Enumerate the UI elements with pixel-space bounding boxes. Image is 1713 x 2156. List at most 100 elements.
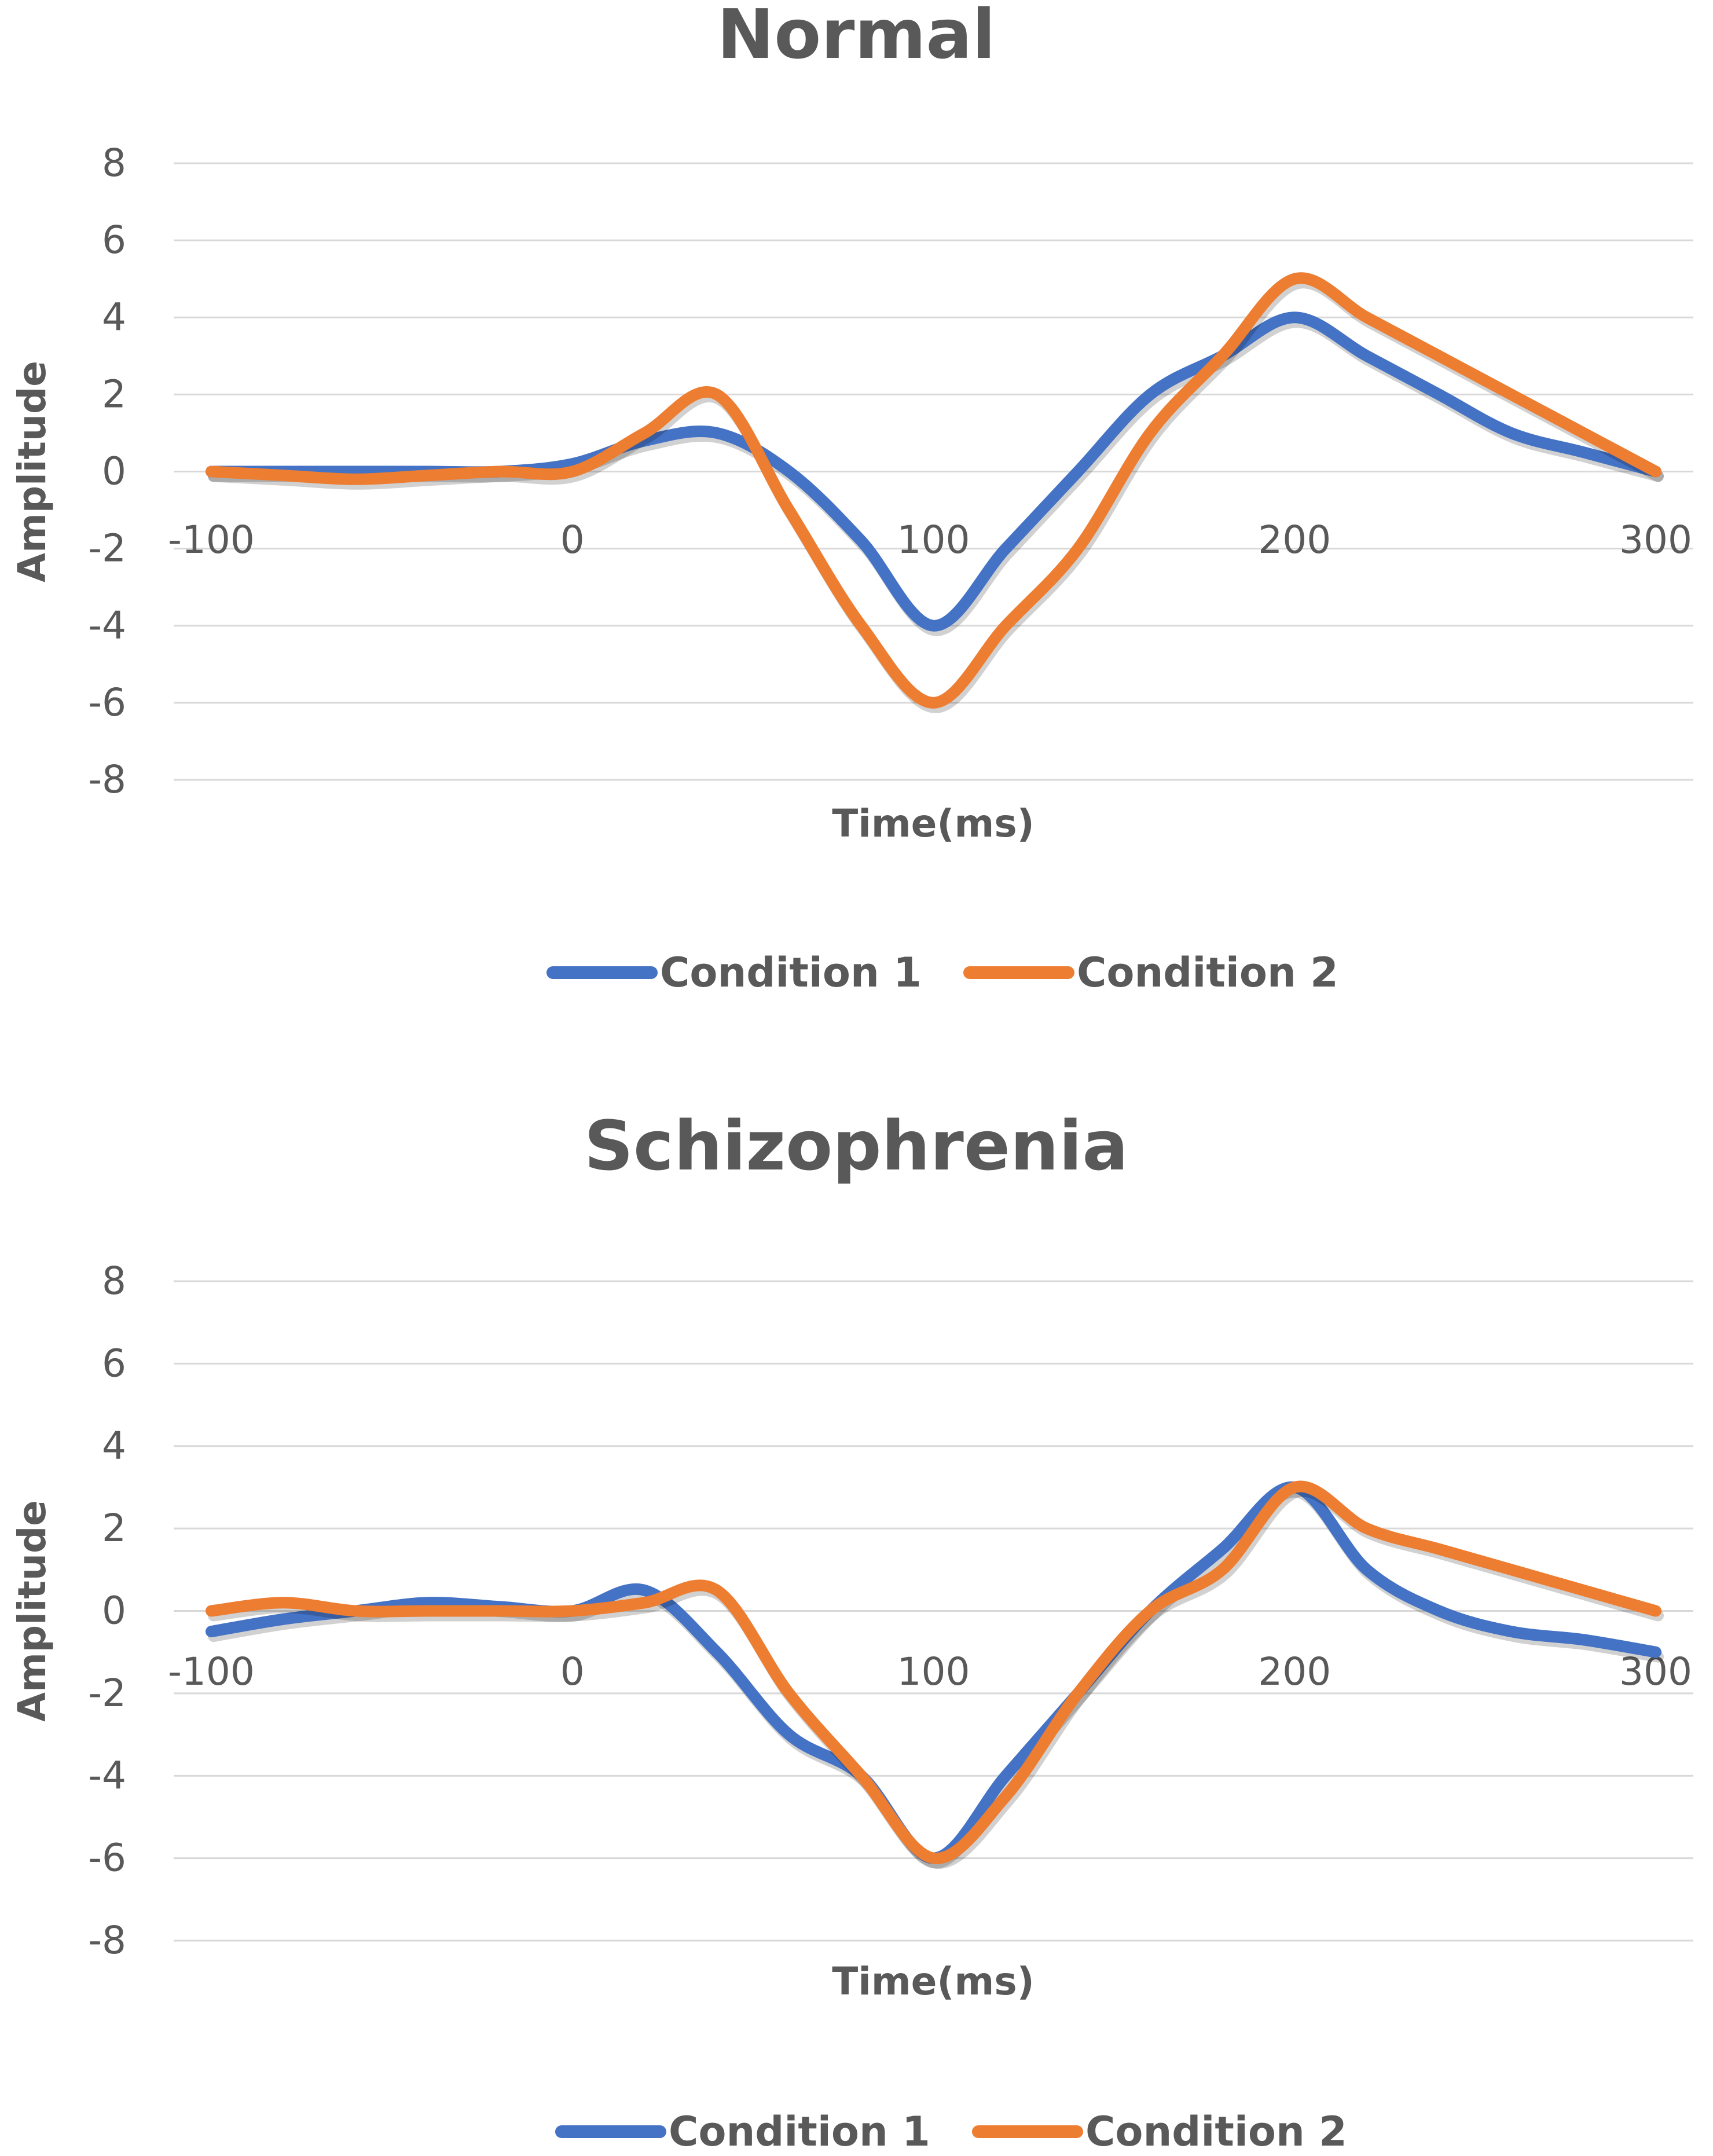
data-point-condition-2 (1077, 548, 1079, 549)
data-point-condition-2 (1150, 1611, 1151, 1612)
data-point-condition-2 (933, 702, 934, 703)
data-point-condition-2 (1439, 355, 1440, 357)
data-point-condition-2 (788, 1693, 790, 1694)
data-point-condition-1 (1655, 1652, 1656, 1653)
y-tick-label: 2 (102, 372, 126, 416)
y-tick-label: -4 (88, 603, 126, 648)
data-point-condition-1 (716, 432, 717, 434)
legend-label-condition-2: Condition 2 (1077, 949, 1338, 996)
data-point-condition-2 (1294, 278, 1295, 280)
data-point-condition-2 (211, 471, 212, 472)
data-point-condition-2 (283, 1602, 284, 1603)
data-point-condition-2 (1294, 1487, 1295, 1488)
data-point-condition-2 (1150, 432, 1151, 434)
x-tick-label: 200 (1258, 1649, 1331, 1694)
series-line-shadow (208, 277, 1664, 713)
legend-label-condition-1: Condition 1 (660, 949, 922, 996)
x-tick-label: 100 (897, 518, 970, 562)
data-point-condition-2 (572, 471, 573, 472)
legend: Condition 1 Condition 2 (546, 949, 1338, 996)
data-point-condition-2 (211, 1611, 212, 1612)
x-axis-label: Time(ms) (832, 1959, 1035, 2004)
data-point-condition-2 (1511, 394, 1512, 395)
data-point-condition-1 (788, 471, 790, 472)
chart-normal: Normal 8 6 4 2 0 -2 -4 -6 -8 -100 0 100 200 300 Time(ms… (0, 0, 1713, 1042)
series-line-condition-2 (206, 272, 1661, 709)
data-point-condition-2 (788, 509, 790, 511)
data-point-condition-2 (1222, 1569, 1223, 1570)
chart-normal-svg: Normal 8 6 4 2 0 -2 -4 -6 -8 -100 0 100 200 300 Time(ms… (10, 0, 1693, 996)
data-point-condition-2 (861, 1775, 862, 1776)
y-tick-label: 4 (102, 1424, 126, 1468)
data-point-condition-2 (1005, 625, 1006, 626)
x-tick-label: -100 (168, 1649, 255, 1694)
x-tick-label: 200 (1258, 518, 1331, 562)
series-line-condition-2 (206, 1480, 1661, 1864)
data-point-condition-2 (716, 1590, 717, 1591)
data-point-condition-1 (1294, 317, 1295, 318)
data-point-condition-2 (1366, 1528, 1367, 1529)
x-tick-label: 0 (560, 518, 585, 562)
data-point-condition-1 (933, 625, 934, 626)
data-point-condition-2 (644, 432, 645, 434)
data-point-condition-2 (933, 1858, 934, 1859)
data-point-condition-1 (1439, 394, 1440, 395)
data-point-condition-1 (1366, 355, 1367, 357)
y-tick-label: -6 (88, 1836, 126, 1880)
data-point-condition-1 (644, 1590, 645, 1591)
data-point-condition-1 (716, 1652, 717, 1653)
data-point-condition-2 (1583, 1590, 1584, 1591)
data-point-condition-2 (1439, 1549, 1440, 1550)
data-point-condition-2 (427, 1611, 428, 1612)
data-point-condition-2 (716, 394, 717, 395)
chart-schizophrenia: Schizophrenia 8 6 4 2 0 -2 -4 -6 -8 -100 0 100 200 300… (0, 1100, 1713, 2156)
data-point-condition-2 (283, 475, 284, 476)
x-tick-label: -100 (168, 518, 255, 562)
legend-label-condition-1: Condition 1 (669, 2108, 930, 2155)
y-axis-label: Amplitude (10, 1500, 54, 1722)
data-point-condition-1 (427, 1602, 428, 1603)
y-tick-label: -2 (88, 526, 126, 571)
y-tick-label: 8 (102, 1259, 126, 1303)
legend: Condition 1 Condition 2 (555, 2108, 1347, 2155)
data-point-condition-1 (1005, 548, 1006, 549)
data-point-condition-2 (861, 625, 862, 626)
chart-title: Schizophrenia (584, 1106, 1128, 1186)
data-point-condition-2 (355, 1611, 357, 1612)
chart-title: Normal (717, 0, 995, 74)
y-tick-label: -2 (88, 1671, 126, 1715)
data-point-condition-2 (427, 475, 428, 476)
y-tick-label: 2 (102, 1506, 126, 1550)
y-tick-label: 6 (102, 218, 126, 262)
y-tick-label: 8 (102, 141, 126, 185)
data-point-condition-2 (572, 1611, 573, 1612)
data-point-condition-2 (1655, 1611, 1656, 1612)
data-point-condition-1 (1511, 432, 1512, 434)
data-point-condition-1 (572, 463, 573, 464)
y-tick-label: -8 (88, 1918, 126, 1963)
x-axis-label: Time(ms) (832, 801, 1035, 846)
data-point-condition-2 (644, 1602, 645, 1603)
data-point-condition-1 (1439, 1611, 1440, 1612)
y-tick-label: 4 (102, 295, 126, 339)
data-point-condition-1 (1005, 1775, 1006, 1776)
y-axis-label: Amplitude (10, 361, 54, 582)
data-point-condition-1 (1583, 1639, 1584, 1640)
x-tick-label: 100 (897, 1649, 970, 1694)
data-point-condition-2 (1222, 355, 1223, 357)
data-point-condition-1 (211, 1631, 212, 1632)
data-point-condition-1 (355, 471, 357, 472)
data-point-condition-1 (788, 1734, 790, 1735)
y-tick-label: 0 (102, 449, 126, 494)
data-point-condition-1 (283, 1619, 284, 1620)
data-point-condition-2 (1655, 471, 1656, 472)
y-tick-label: 6 (102, 1341, 126, 1385)
y-tick-label: -4 (88, 1753, 126, 1798)
x-tick-label: 300 (1619, 518, 1692, 562)
data-point-condition-2 (1366, 317, 1367, 318)
data-point-condition-2 (355, 479, 357, 480)
y-tick-label: 0 (102, 1589, 126, 1633)
data-point-condition-1 (1150, 394, 1151, 395)
data-point-condition-2 (500, 471, 501, 472)
